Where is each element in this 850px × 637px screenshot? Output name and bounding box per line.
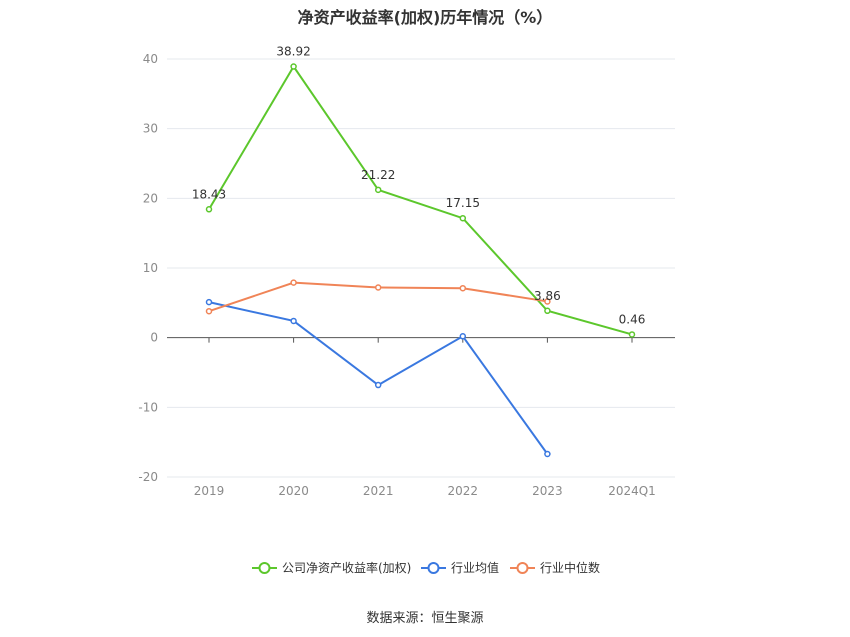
x-tick-label: 2019 — [194, 484, 225, 498]
y-tick-label: 0 — [150, 331, 158, 345]
legend-label: 行业均值 — [451, 560, 499, 575]
data-label: 38.92 — [276, 45, 310, 59]
legend-marker — [427, 562, 440, 574]
chart-source: 数据来源：恒生聚源 — [366, 611, 484, 626]
chart-title: 净资产收益率(加权)历年情况（%） — [297, 8, 553, 27]
y-tick-label: 40 — [143, 52, 158, 66]
y-tick-label: -20 — [138, 470, 158, 484]
x-tick-label: 2024Q1 — [608, 484, 656, 498]
data-point — [374, 186, 382, 194]
data-point — [544, 307, 551, 315]
legend-marker — [516, 562, 529, 574]
data-point — [205, 307, 213, 315]
y-tick-label: 10 — [143, 261, 158, 275]
y-tick-label: 20 — [143, 191, 158, 205]
data-point — [544, 450, 551, 458]
data-label: 3.86 — [534, 289, 561, 303]
data-point — [290, 279, 297, 286]
x-tick-label: 2021 — [363, 484, 394, 498]
data-point — [459, 284, 467, 292]
data-label: 17.15 — [446, 196, 480, 210]
data-label: 0.46 — [619, 312, 646, 326]
x-tick-label: 2022 — [448, 484, 479, 498]
data-label: 21.22 — [361, 168, 395, 182]
legend-label: 行业中位数 — [540, 560, 600, 575]
legend-label: 公司净资产收益率(加权) — [282, 560, 411, 575]
x-tick-label: 2023 — [532, 484, 563, 498]
series-line — [208, 301, 549, 455]
y-tick-label: 30 — [143, 122, 158, 136]
data-point — [290, 317, 297, 325]
data-point — [459, 214, 467, 222]
legend-marker — [258, 562, 271, 574]
data-point — [205, 298, 213, 306]
x-tick-label: 2020 — [278, 484, 309, 498]
data-point — [628, 331, 636, 338]
series-line — [208, 64, 633, 336]
data-point — [374, 284, 382, 291]
data-point — [290, 63, 297, 70]
data-point — [374, 381, 382, 389]
data-point — [205, 206, 213, 213]
data-point — [459, 333, 467, 340]
y-tick-label: -10 — [138, 400, 158, 414]
data-label: 18.43 — [192, 187, 226, 201]
data-point — [544, 298, 551, 305]
